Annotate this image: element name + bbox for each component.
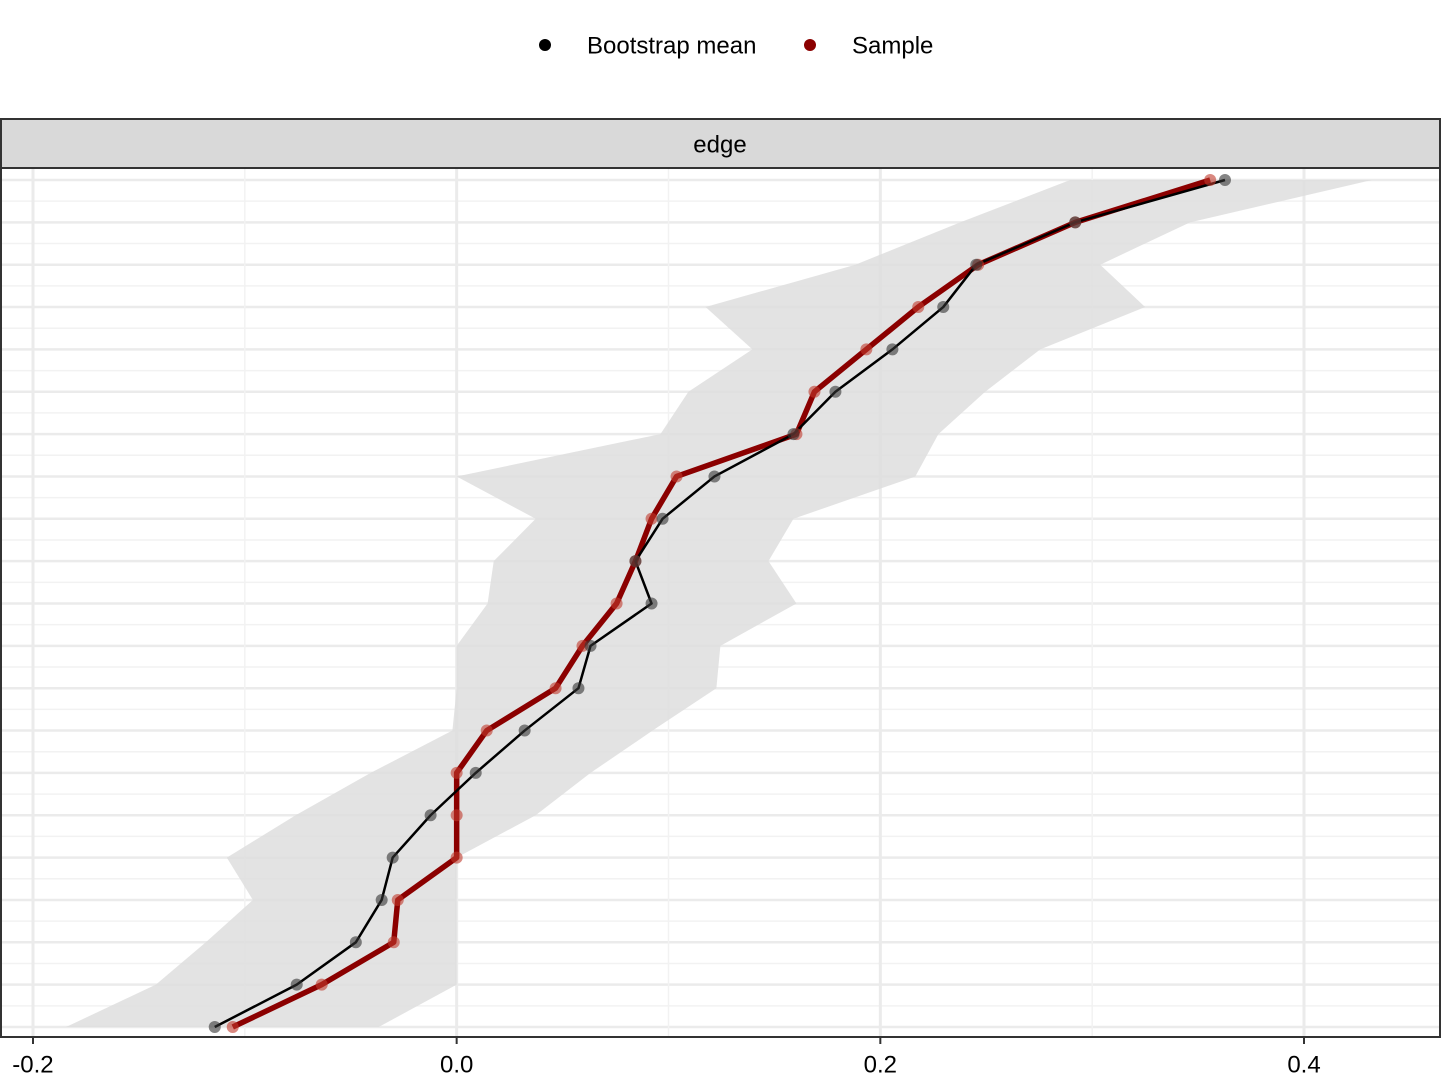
point <box>208 1021 221 1033</box>
point <box>349 936 362 949</box>
legend-marker <box>539 39 551 51</box>
point <box>912 301 925 314</box>
point <box>391 893 404 906</box>
point <box>1218 174 1231 186</box>
point <box>375 893 388 906</box>
point <box>518 724 531 737</box>
x-tick-label: 0.0 <box>440 1051 473 1075</box>
point <box>387 936 400 949</box>
point <box>549 682 562 695</box>
point <box>226 1021 239 1033</box>
point <box>480 724 493 737</box>
point <box>450 766 463 779</box>
x-tick-label: 0.4 <box>1287 1051 1320 1075</box>
point <box>645 597 658 610</box>
point <box>670 470 683 483</box>
point <box>645 512 658 525</box>
legend-label: Bootstrap mean <box>587 32 756 59</box>
point <box>315 978 328 991</box>
point <box>937 301 950 314</box>
point <box>424 809 437 822</box>
point <box>629 555 642 568</box>
ci-band <box>66 180 1373 1027</box>
point <box>1069 216 1082 229</box>
point <box>469 766 482 779</box>
legend-marker <box>804 39 816 51</box>
point <box>860 343 873 356</box>
strip-label: edge <box>693 131 746 158</box>
x-tick-label: -0.2 <box>12 1051 53 1075</box>
panel-border <box>0 167 1441 1038</box>
point <box>610 597 623 610</box>
point <box>290 978 303 991</box>
point <box>708 470 721 483</box>
point <box>1204 174 1217 186</box>
point <box>450 851 463 864</box>
x-tick-label: 0.2 <box>864 1051 897 1075</box>
point <box>572 682 585 695</box>
point <box>886 343 899 356</box>
legend-label: Sample <box>852 32 933 59</box>
point <box>584 639 597 652</box>
point <box>787 428 800 441</box>
point <box>386 851 399 864</box>
strip <box>0 118 1441 169</box>
point <box>829 385 842 398</box>
point <box>808 385 821 398</box>
point <box>970 258 983 271</box>
point <box>656 512 669 525</box>
point <box>450 809 463 822</box>
